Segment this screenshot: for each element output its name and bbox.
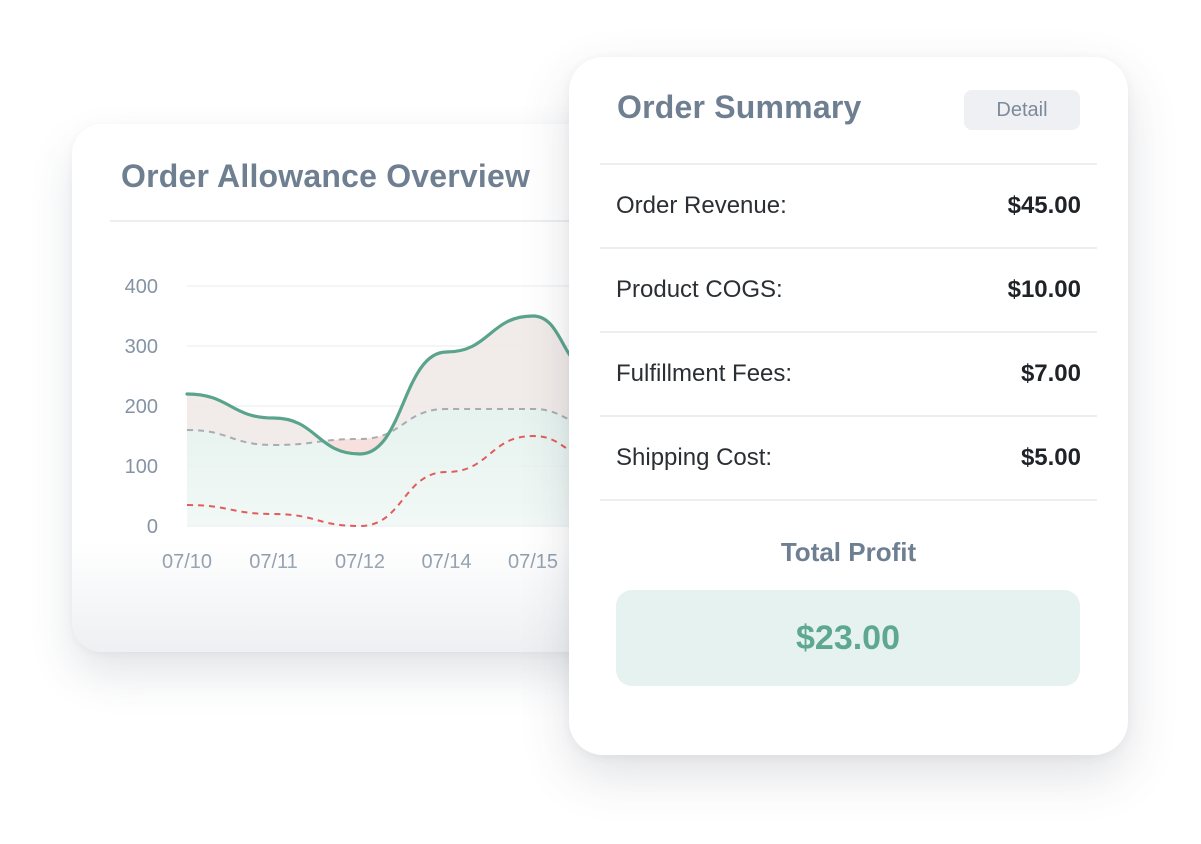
chart-divider: [110, 220, 652, 222]
x-axis-ticks: 07/10 07/11 07/12 07/14 07/15: [162, 551, 558, 573]
y-tick-label: 100: [125, 456, 158, 478]
order-summary-card: Order Summary Detail Order Revenue: $45.…: [569, 57, 1128, 755]
row-label: Fulfillment Fees:: [616, 360, 793, 387]
series-line-gray-dashed: [186, 407, 594, 447]
x-tick-label: 07/11: [249, 551, 298, 573]
order-allowance-card: Order Allowance Overview 400 300 200 100 0 0…: [72, 124, 652, 652]
y-tick-label: 0: [147, 516, 158, 538]
total-profit-value: $23.00: [796, 618, 900, 657]
y-tick-label: 300: [125, 336, 158, 358]
chart-title: Order Allowance Overview: [121, 158, 531, 194]
detail-button[interactable]: Detail: [964, 90, 1080, 130]
total-profit-label: Total Profit: [780, 537, 917, 567]
row-value: $45.00: [1007, 192, 1081, 219]
x-tick-label: 07/15: [508, 551, 558, 573]
chart-fills: [187, 316, 593, 526]
series-line-green: [185, 314, 595, 456]
x-tick-label: 07/14: [421, 551, 471, 573]
row-value: $7.00: [1020, 360, 1081, 387]
summary-row-order-revenue: Order Revenue: $45.00: [600, 165, 1097, 249]
x-tick-label: 07/10: [162, 551, 212, 573]
total-profit-box: $23.00: [616, 590, 1080, 686]
x-tick-label: 07/12: [335, 551, 385, 573]
summary-row-product-cogs: Product COGS: $10.00: [600, 249, 1097, 333]
order-allowance-chart: 400 300 200 100 0 07/10 07/11 07/12 07/14 07/15: [125, 276, 652, 573]
summary-row-fulfillment-fees: Fulfillment Fees: $7.00: [600, 333, 1097, 417]
summary-title: Order Summary: [617, 89, 862, 125]
y-tick-label: 200: [125, 396, 158, 418]
row-label: Shipping Cost:: [616, 444, 773, 471]
series-line-red-dashed: [186, 434, 594, 528]
y-axis-ticks: 400 300 200 100 0: [125, 276, 158, 538]
row-label: Order Revenue:: [616, 192, 787, 219]
summary-row-shipping-cost: Shipping Cost: $5.00: [600, 417, 1097, 501]
row-value: $10.00: [1007, 276, 1081, 303]
chart-lines: [185, 314, 595, 528]
solid-under-area: [187, 316, 593, 526]
summary-rows: Order Revenue: $45.00 Product COGS: $10.…: [600, 163, 1097, 501]
row-value: $5.00: [1020, 444, 1081, 471]
row-label: Product COGS:: [616, 276, 783, 303]
y-tick-label: 400: [125, 276, 158, 298]
